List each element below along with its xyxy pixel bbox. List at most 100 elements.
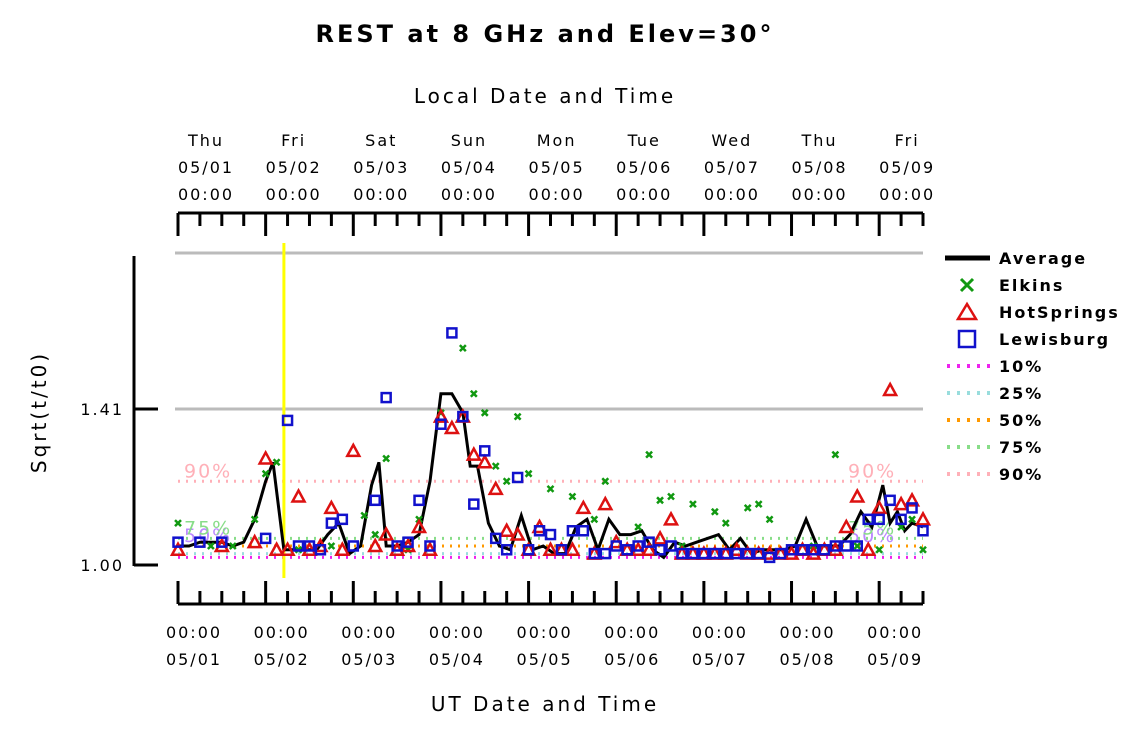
lewisburg-point [698, 547, 710, 560]
elkins-point [908, 515, 916, 524]
legend-item: Elkins [959, 276, 1064, 295]
elkins-point [645, 450, 653, 459]
legend-label: 75% [999, 438, 1043, 457]
lewisburg-point [763, 551, 776, 564]
top-tick-time: 00:00 [616, 185, 672, 204]
lewisburg-point [731, 547, 743, 560]
elkins-point [656, 496, 664, 505]
hotsprings-point [345, 442, 362, 458]
hotsprings-point [367, 537, 384, 553]
lewisburg-point [216, 536, 228, 548]
legend-item: Lewisburg [957, 329, 1110, 349]
top-tick-date: 05/09 [879, 158, 935, 177]
top-tick-date: 05/02 [266, 158, 322, 177]
legend-label: 25% [999, 384, 1043, 403]
lewisburg-point [588, 547, 601, 560]
hotsprings-point [465, 446, 482, 461]
percentile-label-left: 90% [184, 460, 232, 482]
hotsprings-point [542, 541, 559, 557]
y-axis: 1.00 1.41 [80, 256, 158, 575]
bottom-tick-time: 00:00 [517, 623, 573, 642]
elkins-point [502, 477, 511, 486]
hotsprings-point [443, 419, 461, 435]
top-tick-date: 05/01 [178, 158, 234, 177]
lewisburg-point [632, 540, 644, 552]
elkins-point [765, 515, 774, 524]
lewisburg-point [643, 536, 655, 548]
hotsprings-point [334, 541, 351, 557]
lewisburg-point [391, 540, 403, 552]
top-tick-date: 05/03 [353, 158, 409, 177]
legend-item: Average [945, 249, 1085, 268]
lewisburg-point [424, 540, 436, 552]
lewisburg-point [555, 544, 568, 556]
lewisburg-point [752, 547, 765, 560]
lewisburg-point [259, 532, 272, 545]
hotsprings-point [838, 518, 855, 534]
elkins-point [689, 500, 697, 509]
elkins-point [206, 542, 215, 550]
elkins-point [261, 469, 270, 478]
bottom-tick-date: 05/03 [341, 650, 397, 669]
lewisburg-point [380, 391, 392, 404]
legend-label: Lewisburg [999, 330, 1110, 349]
legend-label: Elkins [999, 276, 1064, 295]
percentile-label-left: 75% [184, 517, 232, 539]
lewisburg-point [818, 544, 831, 556]
top-tick-date: 05/04 [441, 158, 497, 177]
elkins-point [754, 500, 763, 509]
legend: Average Elkins HotSprings Lewisburg 10% 25% 50… [945, 249, 1120, 484]
bottom-tick-time: 00:00 [341, 623, 397, 642]
hotsprings-point [640, 541, 658, 557]
lewisburg-point [840, 540, 853, 552]
lewisburg-point [402, 536, 414, 548]
hotsprings-point [246, 533, 263, 549]
top-tick-day: Mon [537, 131, 577, 150]
lewisburg-point [281, 414, 294, 427]
hotsprings-point [410, 518, 428, 534]
lewisburg-point [654, 544, 666, 556]
plot-series [169, 327, 932, 564]
lewisburg-point [292, 540, 305, 552]
top-tick-day: Sat [365, 131, 397, 150]
lewisburg-point [522, 544, 535, 556]
x-axis-title: UT Date and Time [431, 692, 659, 716]
bottom-tick-date: 05/05 [517, 650, 573, 669]
hotsprings-point [509, 525, 526, 541]
y-axis-title: Sqrt(t/t0) [27, 351, 51, 473]
gridlines [175, 251, 923, 411]
elkins-point [491, 462, 500, 470]
hotsprings-point [903, 491, 921, 507]
elkins-point [853, 542, 862, 550]
legend-label: HotSprings [999, 303, 1120, 322]
lewisburg-point [446, 327, 458, 339]
elkins-point [524, 469, 533, 478]
lewisburg-point [906, 502, 918, 514]
top-tick-date: 05/07 [704, 158, 760, 177]
lewisburg-point [544, 528, 557, 541]
top-tick-time: 00:00 [529, 185, 585, 204]
bottom-tick-date: 05/09 [867, 650, 923, 669]
lewisburg-point [435, 418, 447, 430]
lewisburg-point [917, 525, 929, 537]
legend-item: 50% [947, 411, 1041, 430]
chart-title: REST at 8 GHz and Elev=30° [316, 20, 775, 48]
elkins-point [272, 458, 281, 467]
hotsprings-point [871, 499, 888, 515]
lewisburg-point [895, 513, 907, 526]
lewisburg-point [610, 540, 622, 552]
elkins-point [480, 408, 489, 417]
series-lewisburg [172, 327, 929, 564]
elkins-point [360, 511, 369, 520]
legend-hotsprings-swatch [955, 301, 979, 321]
elkins-point [667, 492, 675, 501]
legend-item: 10% [947, 357, 1041, 376]
lewisburg-point [566, 525, 579, 537]
lewisburg-point [676, 547, 688, 560]
elkins-point [601, 477, 610, 486]
hotsprings-point [849, 487, 866, 503]
elkins-point [327, 542, 336, 550]
lewisburg-point [621, 544, 633, 556]
top-tick-time: 00:00 [441, 185, 497, 204]
bottom-tick-time: 00:00 [692, 623, 748, 642]
